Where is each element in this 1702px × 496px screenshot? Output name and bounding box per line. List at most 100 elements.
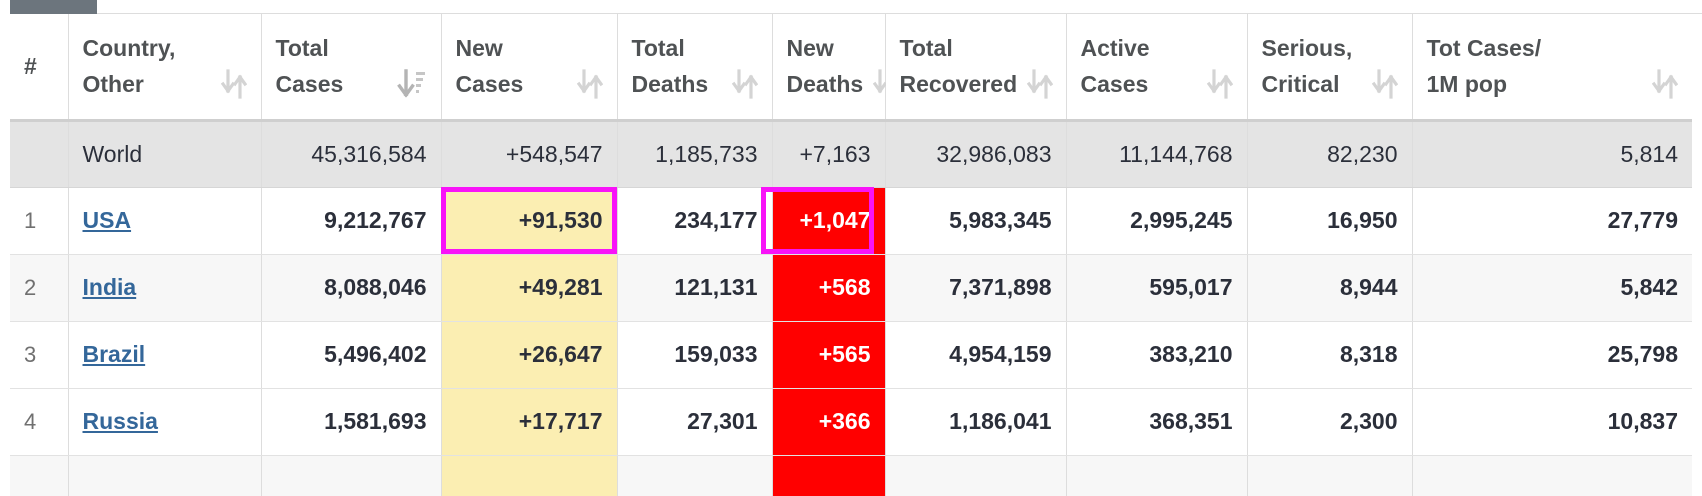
cell-country[interactable]: India xyxy=(68,254,262,322)
cell-total-cases: 9,212,767 xyxy=(261,187,442,255)
column-header-new-cases-label: New Cases xyxy=(455,35,524,98)
column-header-total-deaths-label: Total Deaths xyxy=(631,35,709,98)
cell-new-cases: +91,530 xyxy=(441,187,618,255)
cell-total-cases xyxy=(261,455,442,496)
cell-active-cases: 368,351 xyxy=(1066,388,1248,456)
cell-country: World xyxy=(68,120,262,188)
table-header: # Country, Other xyxy=(10,14,1692,122)
column-header-tot-cases-per-1m[interactable]: Tot Cases/ 1M pop xyxy=(1412,14,1692,122)
cell-new-deaths: +568 xyxy=(772,254,886,322)
tab-label xyxy=(180,0,300,13)
cell-total-recovered xyxy=(885,455,1067,496)
cell-new-deaths: +1,047 xyxy=(772,187,886,255)
cell-tot-cases-per-1m: 5,842 xyxy=(1412,254,1692,322)
cell-new-cases: +17,717 xyxy=(441,388,618,456)
sort-updown-icon[interactable] xyxy=(1206,69,1233,102)
header-row: # Country, Other xyxy=(10,14,1692,122)
cell-tot-cases-per-1m: 10,837 xyxy=(1412,388,1692,456)
cell-total-deaths: 27,301 xyxy=(617,388,773,456)
table-row: 2 India 8,088,046 +49,281 121,131 +568 7… xyxy=(10,254,1692,322)
cell-rank: 1 xyxy=(10,187,69,255)
cell-total-deaths xyxy=(617,455,773,496)
cell-country[interactable]: Brazil xyxy=(68,321,262,389)
cell-new-cases xyxy=(441,455,618,496)
cell-new-cases: +49,281 xyxy=(441,254,618,322)
table-row-world: World 45,316,584 +548,547 1,185,733 +7,1… xyxy=(10,120,1692,188)
cell-total-deaths: 121,131 xyxy=(617,254,773,322)
cell-tot-cases-per-1m: 5,814 xyxy=(1412,120,1692,188)
cell-country[interactable]: Russia xyxy=(68,388,262,456)
cell-serious-critical: 8,318 xyxy=(1247,321,1413,389)
cell-total-recovered: 1,186,041 xyxy=(885,388,1067,456)
cell-rank: 2 xyxy=(10,254,69,322)
cell-total-recovered: 32,986,083 xyxy=(885,120,1067,188)
sort-updown-icon[interactable] xyxy=(1652,69,1678,102)
cell-new-cases: +26,647 xyxy=(441,321,618,389)
column-header-serious-critical[interactable]: Serious, Critical xyxy=(1247,14,1413,122)
column-header-total-recovered-label: Total Recovered xyxy=(899,35,1018,98)
cell-country[interactable] xyxy=(68,455,262,496)
cell-active-cases: 383,210 xyxy=(1066,321,1248,389)
column-header-new-cases[interactable]: New Cases xyxy=(441,14,618,122)
cell-total-deaths: 1,185,733 xyxy=(617,120,773,188)
cell-active-cases xyxy=(1066,455,1248,496)
cell-rank: 4 xyxy=(10,388,69,456)
cell-total-cases: 8,088,046 xyxy=(261,254,442,322)
cell-total-cases: 5,496,402 xyxy=(261,321,442,389)
cell-new-deaths xyxy=(772,455,886,496)
cell-active-cases: 595,017 xyxy=(1066,254,1248,322)
cell-total-cases: 45,316,584 xyxy=(261,120,442,188)
cell-new-deaths: +565 xyxy=(772,321,886,389)
tab-bar xyxy=(0,0,1702,14)
cell-total-recovered: 7,371,898 xyxy=(885,254,1067,322)
cell-total-recovered: 4,954,159 xyxy=(885,321,1067,389)
sort-updown-icon[interactable] xyxy=(220,69,247,102)
active-tab[interactable] xyxy=(10,0,97,14)
cell-total-recovered: 5,983,345 xyxy=(885,187,1067,255)
column-header-total-recovered[interactable]: Total Recovered xyxy=(885,14,1067,122)
table-row: 4 Russia 1,581,693 +17,717 27,301 +366 1… xyxy=(10,388,1692,456)
table-body: World 45,316,584 +548,547 1,185,733 +7,1… xyxy=(10,120,1692,496)
table-row-partial xyxy=(10,455,1692,496)
sort-updown-icon[interactable] xyxy=(576,69,603,102)
column-header-country-label: Country, Other xyxy=(82,35,176,98)
country-link[interactable]: India xyxy=(82,274,137,300)
cell-country[interactable]: USA xyxy=(68,187,262,255)
cell-serious-critical: 16,950 xyxy=(1247,187,1413,255)
column-header-total-deaths[interactable]: Total Deaths xyxy=(617,14,773,122)
sort-amount-down-icon[interactable] xyxy=(396,69,427,102)
sort-updown-icon[interactable] xyxy=(731,69,758,102)
country-link[interactable]: Russia xyxy=(82,408,158,434)
country-link[interactable]: Brazil xyxy=(82,341,146,367)
cell-total-deaths: 159,033 xyxy=(617,321,773,389)
cell-serious-critical: 8,944 xyxy=(1247,254,1413,322)
column-header-tot-cases-per-1m-label: Tot Cases/ 1M pop xyxy=(1426,35,1542,98)
country-link[interactable]: USA xyxy=(82,207,132,233)
cell-new-cases: +548,547 xyxy=(441,120,618,188)
cell-tot-cases-per-1m: 27,779 xyxy=(1412,187,1692,255)
column-header-rank[interactable]: # xyxy=(10,14,69,122)
cell-new-deaths: +366 xyxy=(772,388,886,456)
sort-updown-icon[interactable] xyxy=(1371,69,1398,102)
cell-serious-critical xyxy=(1247,455,1413,496)
cell-active-cases: 11,144,768 xyxy=(1066,120,1248,188)
cell-total-deaths: 234,177 xyxy=(617,187,773,255)
cell-rank: 3 xyxy=(10,321,69,389)
column-header-serious-critical-label: Serious, Critical xyxy=(1261,35,1353,98)
column-header-new-deaths-label: New Deaths xyxy=(786,35,864,98)
column-header-total-cases-label: Total Cases xyxy=(275,35,344,98)
cell-total-cases: 1,581,693 xyxy=(261,388,442,456)
cell-active-cases: 2,995,245 xyxy=(1066,187,1248,255)
sort-updown-icon[interactable] xyxy=(1027,69,1054,102)
table-row: 3 Brazil 5,496,402 +26,647 159,033 +565 … xyxy=(10,321,1692,389)
column-header-active-cases[interactable]: Active Cases xyxy=(1066,14,1248,122)
coronavirus-data-table: # Country, Other xyxy=(10,14,1692,496)
cell-serious-critical: 2,300 xyxy=(1247,388,1413,456)
column-header-new-deaths[interactable]: New Deaths xyxy=(772,14,900,122)
cell-new-deaths: +7,163 xyxy=(772,120,886,188)
column-header-active-cases-label: Active Cases xyxy=(1080,35,1150,98)
column-header-rank-label: # xyxy=(24,53,37,80)
table-row: 1 USA 9,212,767 +91,530 234,177 +1,047 5… xyxy=(10,187,1692,255)
column-header-country[interactable]: Country, Other xyxy=(68,14,262,122)
column-header-total-cases[interactable]: Total Cases xyxy=(261,14,442,122)
